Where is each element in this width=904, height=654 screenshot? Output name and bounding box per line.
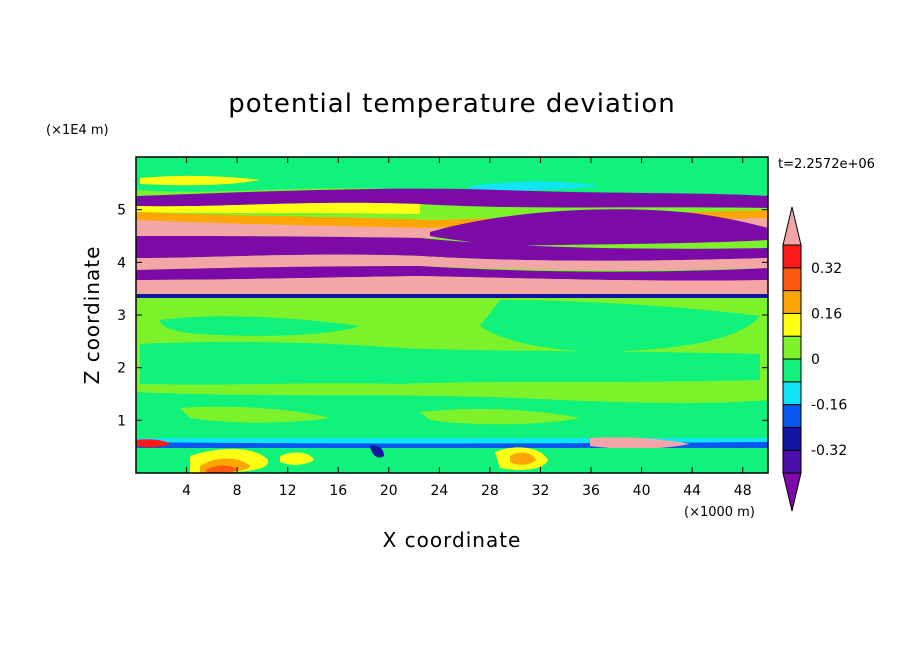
x-axis-label: X coordinate	[383, 528, 522, 552]
colorbar	[782, 206, 802, 512]
time-label: t=2.2572e+06	[778, 157, 875, 172]
x-tick-label: 16	[329, 483, 347, 499]
y-tick-label: 5	[117, 203, 126, 219]
colorbar-swatch	[782, 358, 802, 383]
band-purple-big	[430, 209, 768, 246]
lower-patch-1	[160, 316, 360, 336]
x-tick-label: 48	[734, 483, 752, 499]
lower-patch-3	[140, 341, 760, 385]
chart-title: potential temperature deviation	[228, 89, 675, 119]
colorbar-label: -0.32	[811, 443, 847, 459]
colorbar-bottom-triangle	[782, 472, 802, 512]
upper-layer-yellow	[140, 175, 260, 186]
colorbar-swatch	[782, 244, 802, 269]
x-axis-unit: (×1000 m)	[684, 505, 755, 520]
lower-patch-5	[180, 406, 330, 423]
colorbar-swatch	[782, 449, 802, 474]
y-axis-unit: (×1E4 m)	[46, 123, 109, 138]
x-tick-label: 8	[233, 483, 242, 499]
colorbar-swatch	[782, 426, 802, 451]
contour-field	[136, 157, 768, 473]
surface-blue-1	[370, 445, 384, 458]
y-tick-label: 3	[117, 308, 126, 324]
x-tick-label: 44	[683, 483, 701, 499]
surface-yellow-3	[280, 452, 314, 465]
x-tick-label: 12	[279, 483, 297, 499]
upper-layer-cyan	[470, 181, 600, 191]
x-tick-label: 20	[380, 483, 398, 499]
band-blue-base	[136, 294, 768, 298]
lower-patch-2	[480, 300, 760, 352]
y-tick-label: 4	[117, 255, 126, 271]
surface-red-1	[206, 465, 238, 473]
lower-patch-6	[420, 409, 580, 425]
y-axis-ticks: 1 2 3 4 5	[117, 203, 768, 429]
x-tick-label: 40	[633, 483, 651, 499]
band-yellow-1	[136, 202, 420, 214]
colorbar-label: 0	[811, 352, 820, 368]
x-tick-label: 28	[481, 483, 499, 499]
band-purple-1	[136, 188, 768, 208]
upper-layer-green	[136, 157, 768, 200]
surface-pink-streak	[590, 437, 690, 449]
colorbar-labels: 0.32 0.16 0 -0.16 -0.32	[811, 261, 847, 459]
colorbar-label: -0.16	[811, 398, 847, 414]
surface-band-red	[136, 439, 170, 448]
colorbar-swatch	[782, 404, 802, 428]
colorbar-swatch	[782, 381, 802, 406]
colorbar-label: 0.32	[811, 261, 842, 277]
y-tick-label: 2	[117, 361, 126, 377]
colorbar-swatch	[782, 312, 802, 337]
y-axis-label: Z coordinate	[80, 246, 104, 385]
surface-orange-2	[510, 452, 536, 465]
band-pink-3	[136, 276, 768, 296]
x-tick-label: 24	[430, 483, 448, 499]
colorbar-top-triangle	[782, 206, 802, 246]
y-tick-label: 1	[117, 413, 126, 429]
band-purple-2	[136, 236, 768, 261]
colorbar-swatch	[782, 290, 802, 314]
band-purple-3	[136, 266, 768, 281]
colorbar-label: 0.16	[811, 306, 842, 322]
x-axis-ticks: 4 8 12 16 20 24 28 32 36 40 44 48	[182, 157, 752, 499]
x-tick-label: 36	[582, 483, 600, 499]
colorbar-swatch	[782, 267, 802, 292]
x-tick-label: 32	[532, 483, 550, 499]
x-tick-label: 4	[182, 483, 191, 499]
colorbar-swatch	[782, 335, 802, 360]
band-pink-2	[136, 254, 768, 271]
